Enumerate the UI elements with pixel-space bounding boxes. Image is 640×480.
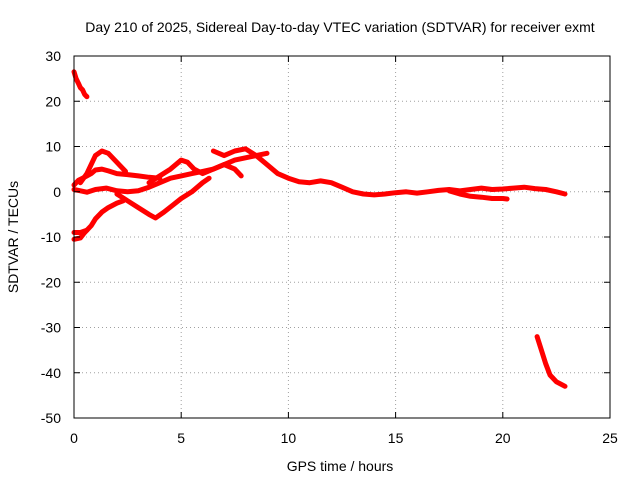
x-tick-label: 0 [70, 430, 78, 446]
series-line-track-4 [71, 150, 270, 195]
x-tick-labels: 0 5 10 15 20 25 [70, 430, 618, 446]
y-tick-label: 20 [45, 93, 61, 109]
axis-ticks [73, 55, 611, 419]
x-tick-label: 20 [495, 430, 511, 446]
x-tick-label: 5 [177, 430, 185, 446]
x-tick-label: 25 [602, 430, 618, 446]
y-axis-label: SDTVAR / TECUs [5, 181, 21, 293]
y-tick-label: 10 [45, 139, 61, 155]
data-series [71, 69, 568, 389]
y-tick-label: -50 [41, 410, 61, 426]
series-line-track-1 [71, 69, 90, 100]
x-tick-label: 10 [281, 430, 297, 446]
series-line-track-5 [71, 198, 126, 242]
grid-lines [74, 56, 610, 418]
x-tick-label: 15 [388, 430, 404, 446]
series-line-track-7 [114, 175, 212, 221]
y-tick-labels: 30 20 10 0 -10 -20 -30 -40 -50 [41, 48, 61, 426]
y-tick-label: -40 [41, 365, 61, 381]
y-tick-label: 30 [45, 48, 61, 64]
series-line-track-10 [446, 188, 510, 202]
x-axis-label: GPS time / hours [287, 458, 394, 474]
series-line-track-11 [534, 334, 568, 389]
y-tick-label: -30 [41, 320, 61, 336]
chart-title: Day 210 of 2025, Sidereal Day-to-day VTE… [85, 19, 594, 35]
series-line-track-6 [71, 227, 90, 235]
series-line-track-3 [77, 148, 128, 186]
y-tick-label: 0 [53, 184, 61, 200]
y-tick-label: -10 [41, 229, 61, 245]
y-tick-label: -20 [41, 274, 61, 290]
series-line-track-8 [146, 157, 244, 186]
series-line-track-9 [210, 146, 568, 198]
